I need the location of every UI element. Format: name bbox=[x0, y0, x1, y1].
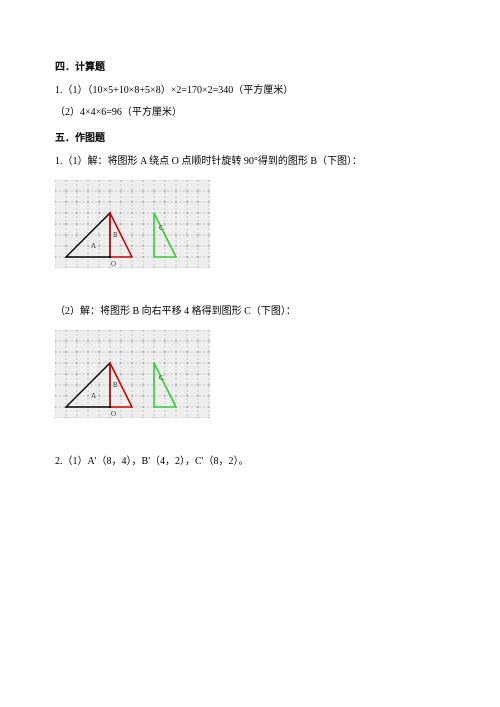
section5-title: 五．作图题 bbox=[55, 129, 445, 144]
svg-text:A: A bbox=[91, 242, 96, 250]
grid-figure-2: A B C O bbox=[55, 330, 445, 418]
q1-line2: （2）解：将图形 B 向右平移 4 格得到图形 C（下图）： bbox=[55, 304, 445, 320]
grid-svg-1: A B C O bbox=[55, 180, 210, 268]
svg-text:B: B bbox=[113, 381, 118, 389]
svg-text:O: O bbox=[111, 260, 116, 268]
svg-text:O: O bbox=[111, 410, 116, 418]
q1-line1: 1.（1）解：将图形 A 绕点 O 点顺时针旋转 90°得到的图形 B（下图）： bbox=[55, 154, 445, 170]
grid-svg-2: A B C O bbox=[55, 330, 210, 418]
svg-text:C: C bbox=[159, 374, 164, 382]
section4-title: 四．计算题 bbox=[55, 58, 445, 73]
section4-line2: （2）4×4×6=96（平方厘米） bbox=[55, 105, 445, 121]
svg-text:B: B bbox=[113, 231, 118, 239]
section4-line1: 1.（1）（10×5+10×8+5×8）×2=170×2=340（平方厘米） bbox=[55, 83, 445, 99]
svg-text:A: A bbox=[91, 392, 96, 400]
q2-line: 2.（1）A'（8，4），B'（4，2），C'（8，2）。 bbox=[55, 454, 445, 470]
svg-text:C: C bbox=[159, 224, 164, 232]
grid-figure-1: A B C O bbox=[55, 180, 445, 268]
